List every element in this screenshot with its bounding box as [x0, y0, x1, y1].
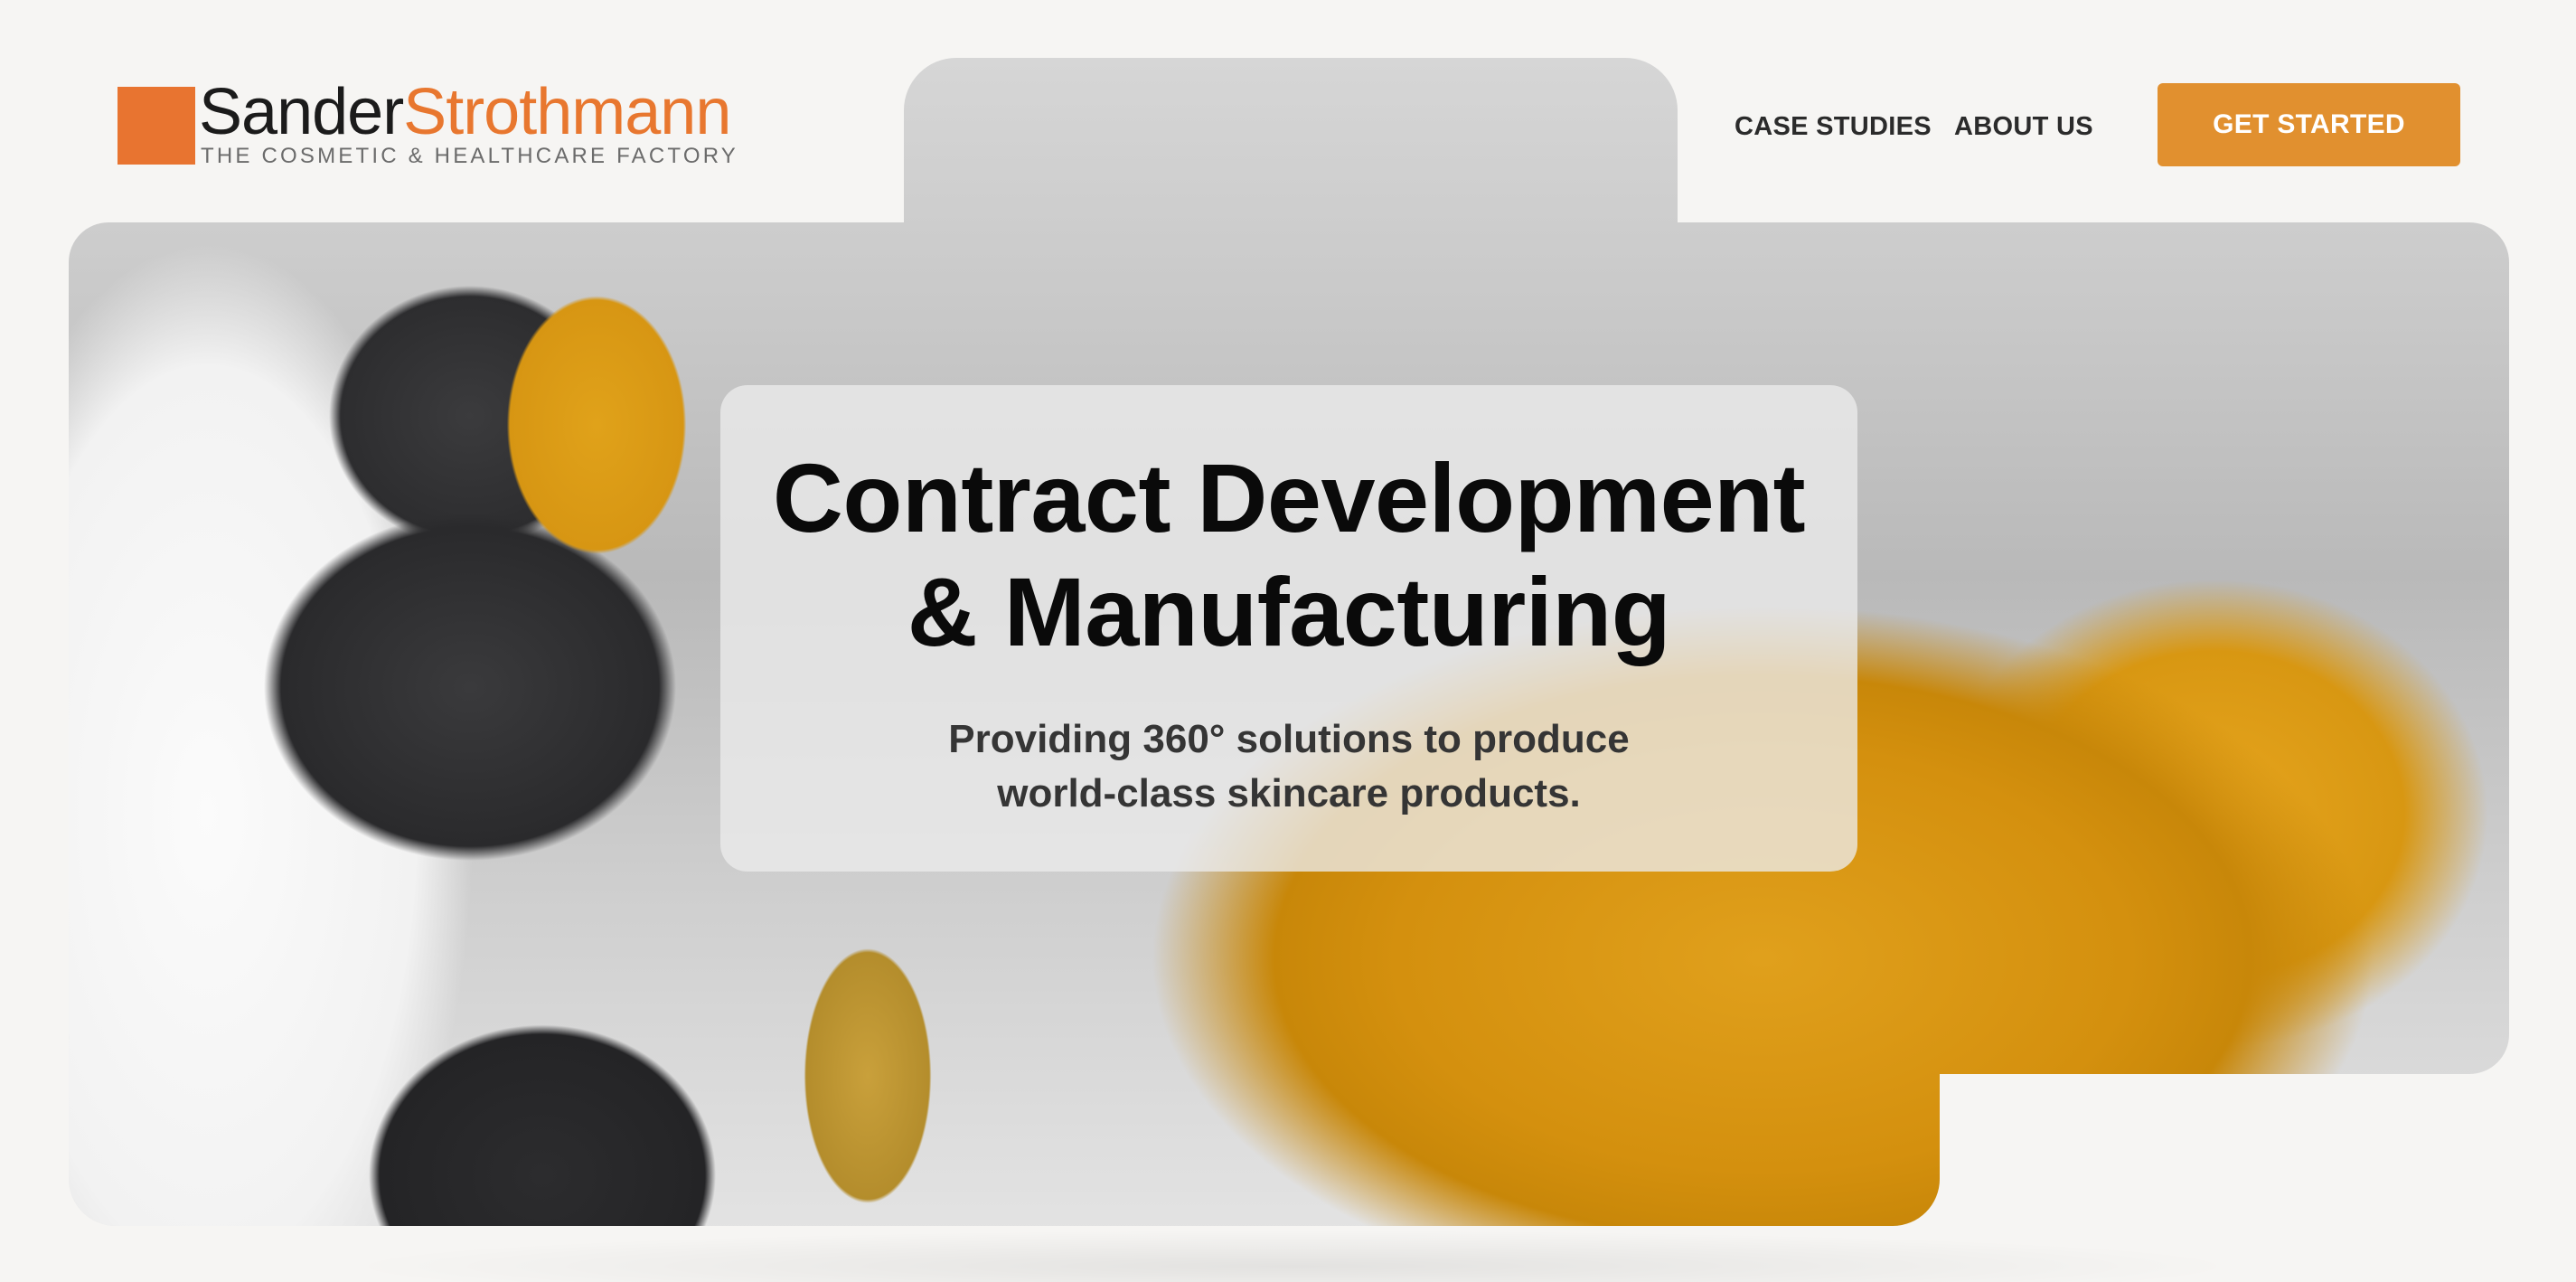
logo-tagline: THE COSMETIC & HEALTHCARE FACTORY	[201, 144, 739, 168]
hero-headline-line1: Contract Development	[772, 443, 1806, 552]
nav-case-studies[interactable]: CASE STUDIES	[1735, 112, 1932, 141]
hero-headline-line2: & Manufacturing	[907, 557, 1671, 666]
logo-wordmark[interactable]: SanderStrothmann	[199, 80, 731, 145]
logo-name-first: Sander	[199, 76, 404, 148]
hero-card: Contract Development & Manufacturing Pro…	[720, 385, 1857, 872]
logo-mark[interactable]	[118, 87, 195, 165]
hero-image-bottom	[69, 1040, 1940, 1226]
hero-headline: Contract Development & Manufacturing	[720, 441, 1857, 669]
page-shadow	[343, 1230, 2242, 1282]
hero-subline-line2: world-class skincare products.	[997, 771, 1581, 815]
hero-subline-line1: Providing 360° solutions to produce	[948, 717, 1630, 761]
logo-name-second: Strothmann	[403, 76, 731, 148]
get-started-button[interactable]: GET STARTED	[2158, 83, 2460, 166]
nav-about-us[interactable]: ABOUT US	[1954, 112, 2093, 141]
hero-image-top	[904, 58, 1678, 239]
hero-subline: Providing 360° solutions to produce worl…	[720, 712, 1857, 821]
